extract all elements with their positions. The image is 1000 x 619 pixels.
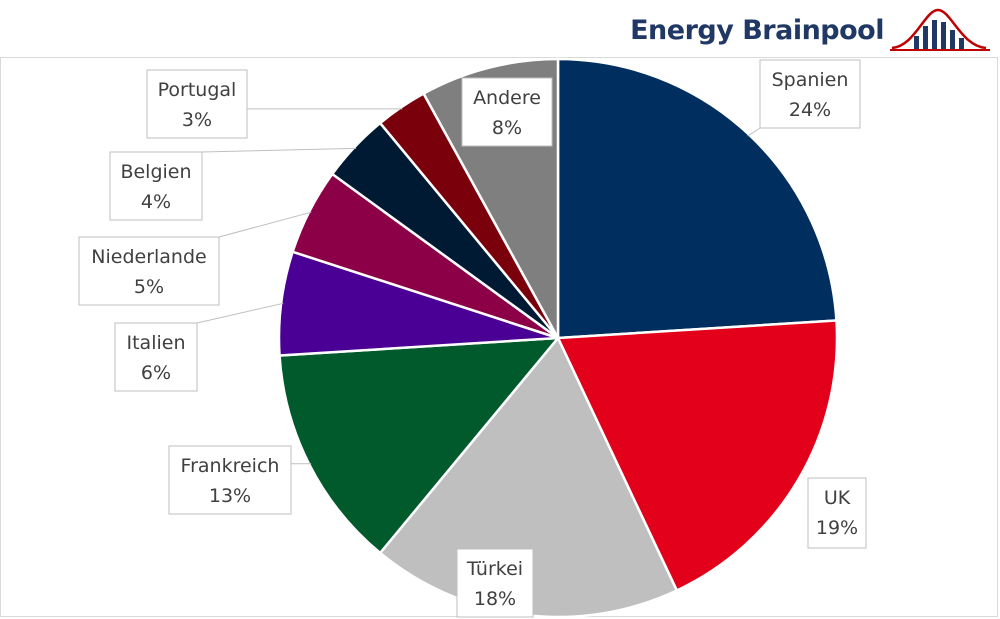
data-label-category: Spanien <box>772 69 849 91</box>
logo-text: Energy Brainpool <box>630 14 884 46</box>
data-label-category: Niederlande <box>91 246 206 268</box>
data-label-category: Italien <box>127 332 186 354</box>
data-label-category: UK <box>824 487 851 509</box>
data-labels: Spanien 24% UK 19% Türkei 18% Frankreich 13% Ita… <box>78 59 867 618</box>
data-label-percent: 4% <box>141 191 171 213</box>
data-label-box <box>807 477 867 549</box>
data-label-category: Belgien <box>120 161 191 183</box>
data-label-box <box>168 445 292 515</box>
data-label-percent: 3% <box>182 109 212 131</box>
data-label-box <box>759 59 861 129</box>
data-label-percent: 18% <box>474 588 516 610</box>
data-label-box <box>146 69 248 139</box>
data-label-percent: 19% <box>816 517 858 539</box>
data-label-category: Andere <box>473 87 541 109</box>
data-label-percent: 8% <box>492 117 522 139</box>
pie-slice-uk <box>556 319 839 593</box>
leader-line <box>218 211 312 238</box>
data-label-percent: 6% <box>141 362 171 384</box>
leader-lines <box>196 108 761 465</box>
leader-line <box>196 302 284 324</box>
data-label-category: Frankreich <box>181 455 280 477</box>
data-label-box <box>109 151 203 221</box>
brand-logo: Energy Brainpool <box>630 6 1000 54</box>
data-label-box <box>461 77 553 147</box>
pie-slices <box>277 57 839 619</box>
leader-line <box>747 127 761 137</box>
bell-curve-bars-icon <box>890 8 990 51</box>
data-label-percent: 24% <box>789 99 831 121</box>
data-label-percent: 13% <box>209 485 251 507</box>
pie-slice-frankreich <box>278 336 561 555</box>
data-label-box <box>114 322 198 392</box>
data-label-category: Türkei <box>466 558 523 580</box>
data-label-box <box>456 548 534 618</box>
leader-line <box>201 147 357 153</box>
data-label-percent: 5% <box>134 276 164 298</box>
data-label-box <box>78 236 220 306</box>
data-label-category: Portugal <box>158 79 237 101</box>
